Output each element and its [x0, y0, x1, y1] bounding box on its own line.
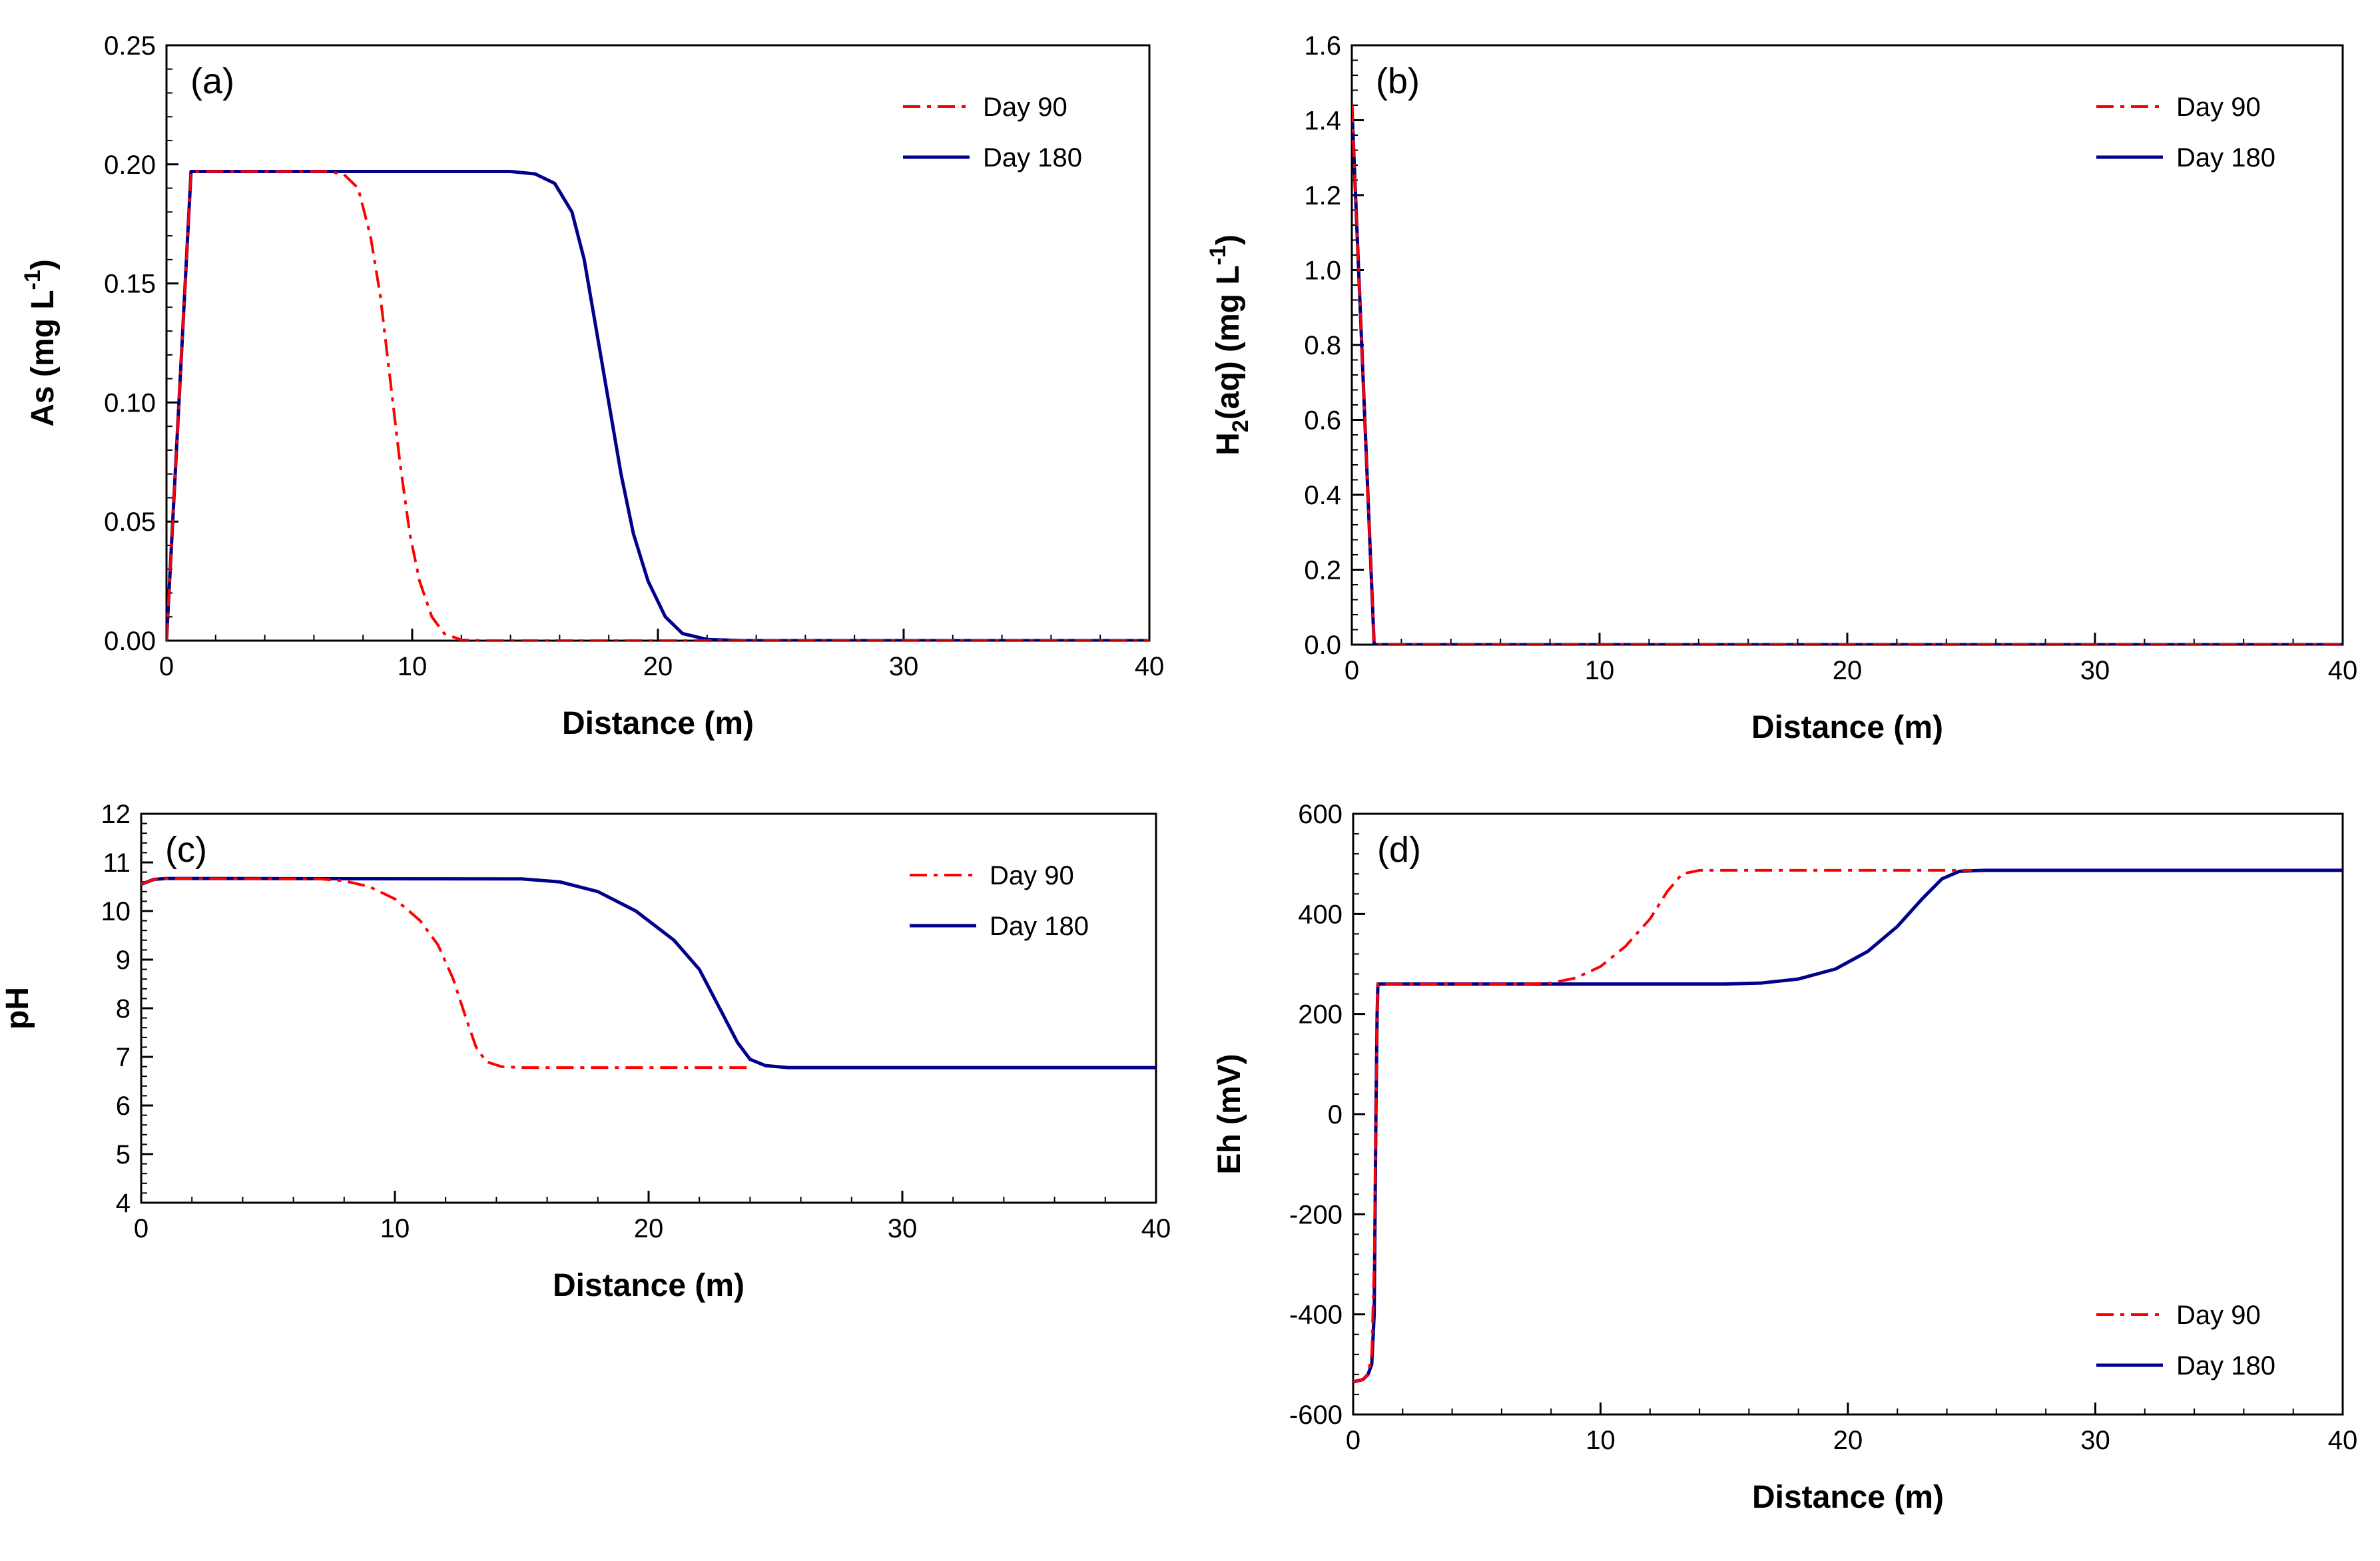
x-tick-label: 40	[1135, 652, 1165, 681]
x-tick-label: 30	[2080, 656, 2110, 685]
series-line-day-180	[166, 170, 1149, 641]
y-tick-label: 4	[116, 1189, 131, 1218]
x-axis-title: Distance (m)	[1752, 1480, 1944, 1515]
series-line-day-90	[1352, 105, 2343, 645]
legend-label: Day 90	[2176, 93, 2261, 122]
y-tick-label: 12	[101, 800, 131, 829]
y-axis-title-main: pH	[0, 987, 35, 1030]
y-tick-label: -200	[1289, 1200, 1342, 1229]
y-tick-label: 0.0	[1304, 631, 1341, 660]
panel-label: (a)	[190, 61, 234, 101]
x-tick-label: 0	[1346, 1426, 1360, 1455]
legend-label: Day 180	[983, 143, 1082, 172]
x-tick-label: 0	[134, 1214, 149, 1243]
y-axis-title-superscript: -1	[1205, 245, 1231, 265]
x-axis-title: Distance (m)	[1751, 710, 1943, 745]
y-tick-label: -400	[1289, 1301, 1342, 1330]
y-tick-label: -600	[1289, 1401, 1342, 1430]
chart-panel-d: 0 10 20 30 40 -600 -400 -200 0 200 400 600 Distance …	[1212, 800, 2357, 1515]
y-tick-label: 11	[103, 848, 131, 878]
x-tick-label: 30	[2080, 1426, 2110, 1455]
x-tick-label: 40	[1141, 1214, 1171, 1243]
y-tick-label: 1.4	[1304, 107, 1341, 136]
x-tick-label: 10	[398, 652, 428, 681]
x-tick-label: 40	[2328, 656, 2358, 685]
panel-label: (c)	[165, 830, 207, 870]
legend-label: Day 90	[990, 861, 1074, 890]
x-tick-label: 20	[1833, 656, 1863, 685]
series-line-day-90	[1353, 868, 1972, 1384]
x-tick-label: 10	[380, 1214, 410, 1243]
x-tick-label: 40	[2328, 1426, 2358, 1455]
y-tick-label: 600	[1298, 800, 1342, 829]
y-tick-label: 0.2	[1304, 556, 1341, 585]
y-axis-title-mid: (aq) (mg L	[1211, 265, 1246, 420]
y-tick-label: 0.10	[104, 388, 156, 418]
y-tick-label: 8	[116, 994, 131, 1024]
series-line-day-90	[141, 877, 750, 1070]
x-tick-label: 30	[889, 652, 919, 681]
x-axis-title: Distance (m)	[553, 1268, 744, 1303]
y-axis-title: Eh (mV)	[1212, 1054, 1247, 1174]
y-tick-label: 0.15	[104, 270, 156, 299]
x-tick-label: 10	[1585, 656, 1615, 685]
y-tick-label: 0	[1328, 1100, 1342, 1129]
x-tick-label: 0	[1344, 656, 1359, 685]
legend-label: Day 90	[983, 93, 1067, 122]
panel-label: (b)	[1376, 61, 1420, 101]
y-tick-label: 0.4	[1304, 481, 1341, 510]
panels: 0 10 20 30 400.000.050.100.150.200.25Distanc…	[0, 31, 2357, 1515]
y-tick-label: 0.05	[104, 507, 156, 537]
y-axis-title-tail: )	[25, 259, 61, 270]
y-tick-label: 9	[116, 946, 131, 975]
y-tick-label: 400	[1298, 900, 1342, 929]
y-tick-label: 0.25	[104, 31, 156, 61]
x-axis-title: Distance (m)	[562, 706, 754, 741]
y-tick-label: 1.2	[1304, 181, 1341, 210]
y-tick-label: 1.6	[1304, 31, 1341, 61]
y-axis-title-main: Eh (mV)	[1212, 1054, 1247, 1174]
y-tick-label: 200	[1298, 1000, 1342, 1030]
y-axis-title-superscript: -1	[20, 270, 45, 290]
y-axis-title: pH	[0, 987, 35, 1030]
y-axis-title: H2(aq) (mg L-1)	[1205, 234, 1253, 456]
series-line-day-180	[1353, 868, 2343, 1384]
y-axis-title-main: H	[1211, 432, 1246, 456]
x-tick-label: 30	[888, 1214, 918, 1243]
y-tick-label: 7	[116, 1043, 131, 1072]
legend-label: Day 180	[2176, 1351, 2275, 1381]
y-axis-title-main: As (mg L	[25, 290, 61, 426]
x-tick-label: 20	[634, 1214, 664, 1243]
x-tick-label: 20	[1833, 1426, 1863, 1455]
x-tick-label: 10	[1586, 1426, 1616, 1455]
chart-panel-c: 0 10 20 30 40 4 5 6 7 8 9 10 11 12 Distance (m) pH (c) Da…	[0, 800, 1171, 1303]
panel-label: (d)	[1377, 830, 1421, 870]
x-tick-label: 20	[643, 652, 673, 681]
y-tick-label: 0.8	[1304, 331, 1341, 360]
legend-label: Day 180	[2176, 143, 2275, 172]
y-axis-title: As (mg L-1)	[20, 259, 61, 427]
y-tick-label: 10	[101, 897, 131, 926]
y-axis-title-tail: )	[1211, 234, 1246, 245]
y-tick-label: 0.6	[1304, 406, 1341, 436]
chart-panel-b: 0 10 20 30 40 0.0 0.2 0.4 0.6 0.8 1.0 1.2 1.4 1.6 Dist…	[1205, 31, 2357, 745]
legend-label: Day 90	[2176, 1301, 2261, 1330]
y-tick-label: 0.00	[104, 627, 156, 656]
y-tick-label: 6	[116, 1092, 131, 1121]
y-tick-label: 0.20	[104, 151, 156, 180]
series-line-day-90	[166, 170, 1149, 641]
y-tick-label: 1.0	[1304, 256, 1341, 286]
y-tick-label: 5	[116, 1140, 131, 1169]
y-axis-title-subscript: 2	[1228, 420, 1253, 432]
x-tick-label: 0	[159, 652, 174, 681]
chart-panel-a: 0 10 20 30 40 0.00 0.05 0.10 0.15 0.20 0.25 Distanc…	[20, 31, 1164, 741]
legend-label: Day 180	[990, 912, 1089, 941]
